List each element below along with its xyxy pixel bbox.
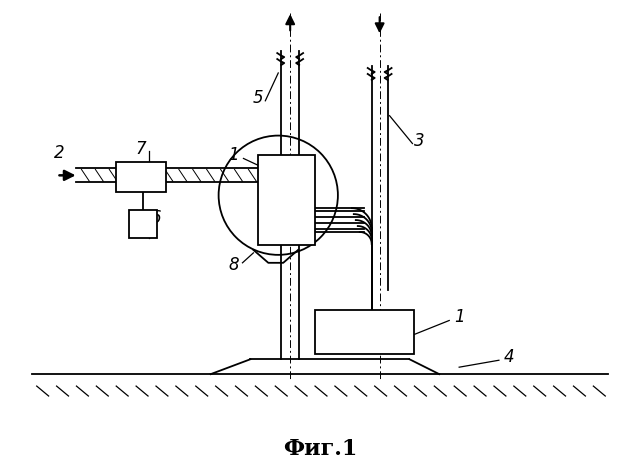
Text: 4: 4 — [504, 348, 514, 366]
Text: 5: 5 — [253, 89, 264, 107]
Bar — [116, 162, 166, 192]
Text: 1: 1 — [454, 308, 465, 326]
Bar — [129, 210, 157, 238]
Text: 3: 3 — [414, 132, 425, 150]
Text: 2: 2 — [54, 145, 65, 162]
Bar — [315, 310, 415, 354]
Text: 1: 1 — [228, 146, 239, 165]
Text: 7: 7 — [136, 140, 147, 158]
Text: 8: 8 — [228, 256, 239, 274]
Bar — [259, 155, 315, 245]
Text: 6: 6 — [150, 209, 161, 227]
Text: Фиг.1: Фиг.1 — [283, 438, 357, 460]
